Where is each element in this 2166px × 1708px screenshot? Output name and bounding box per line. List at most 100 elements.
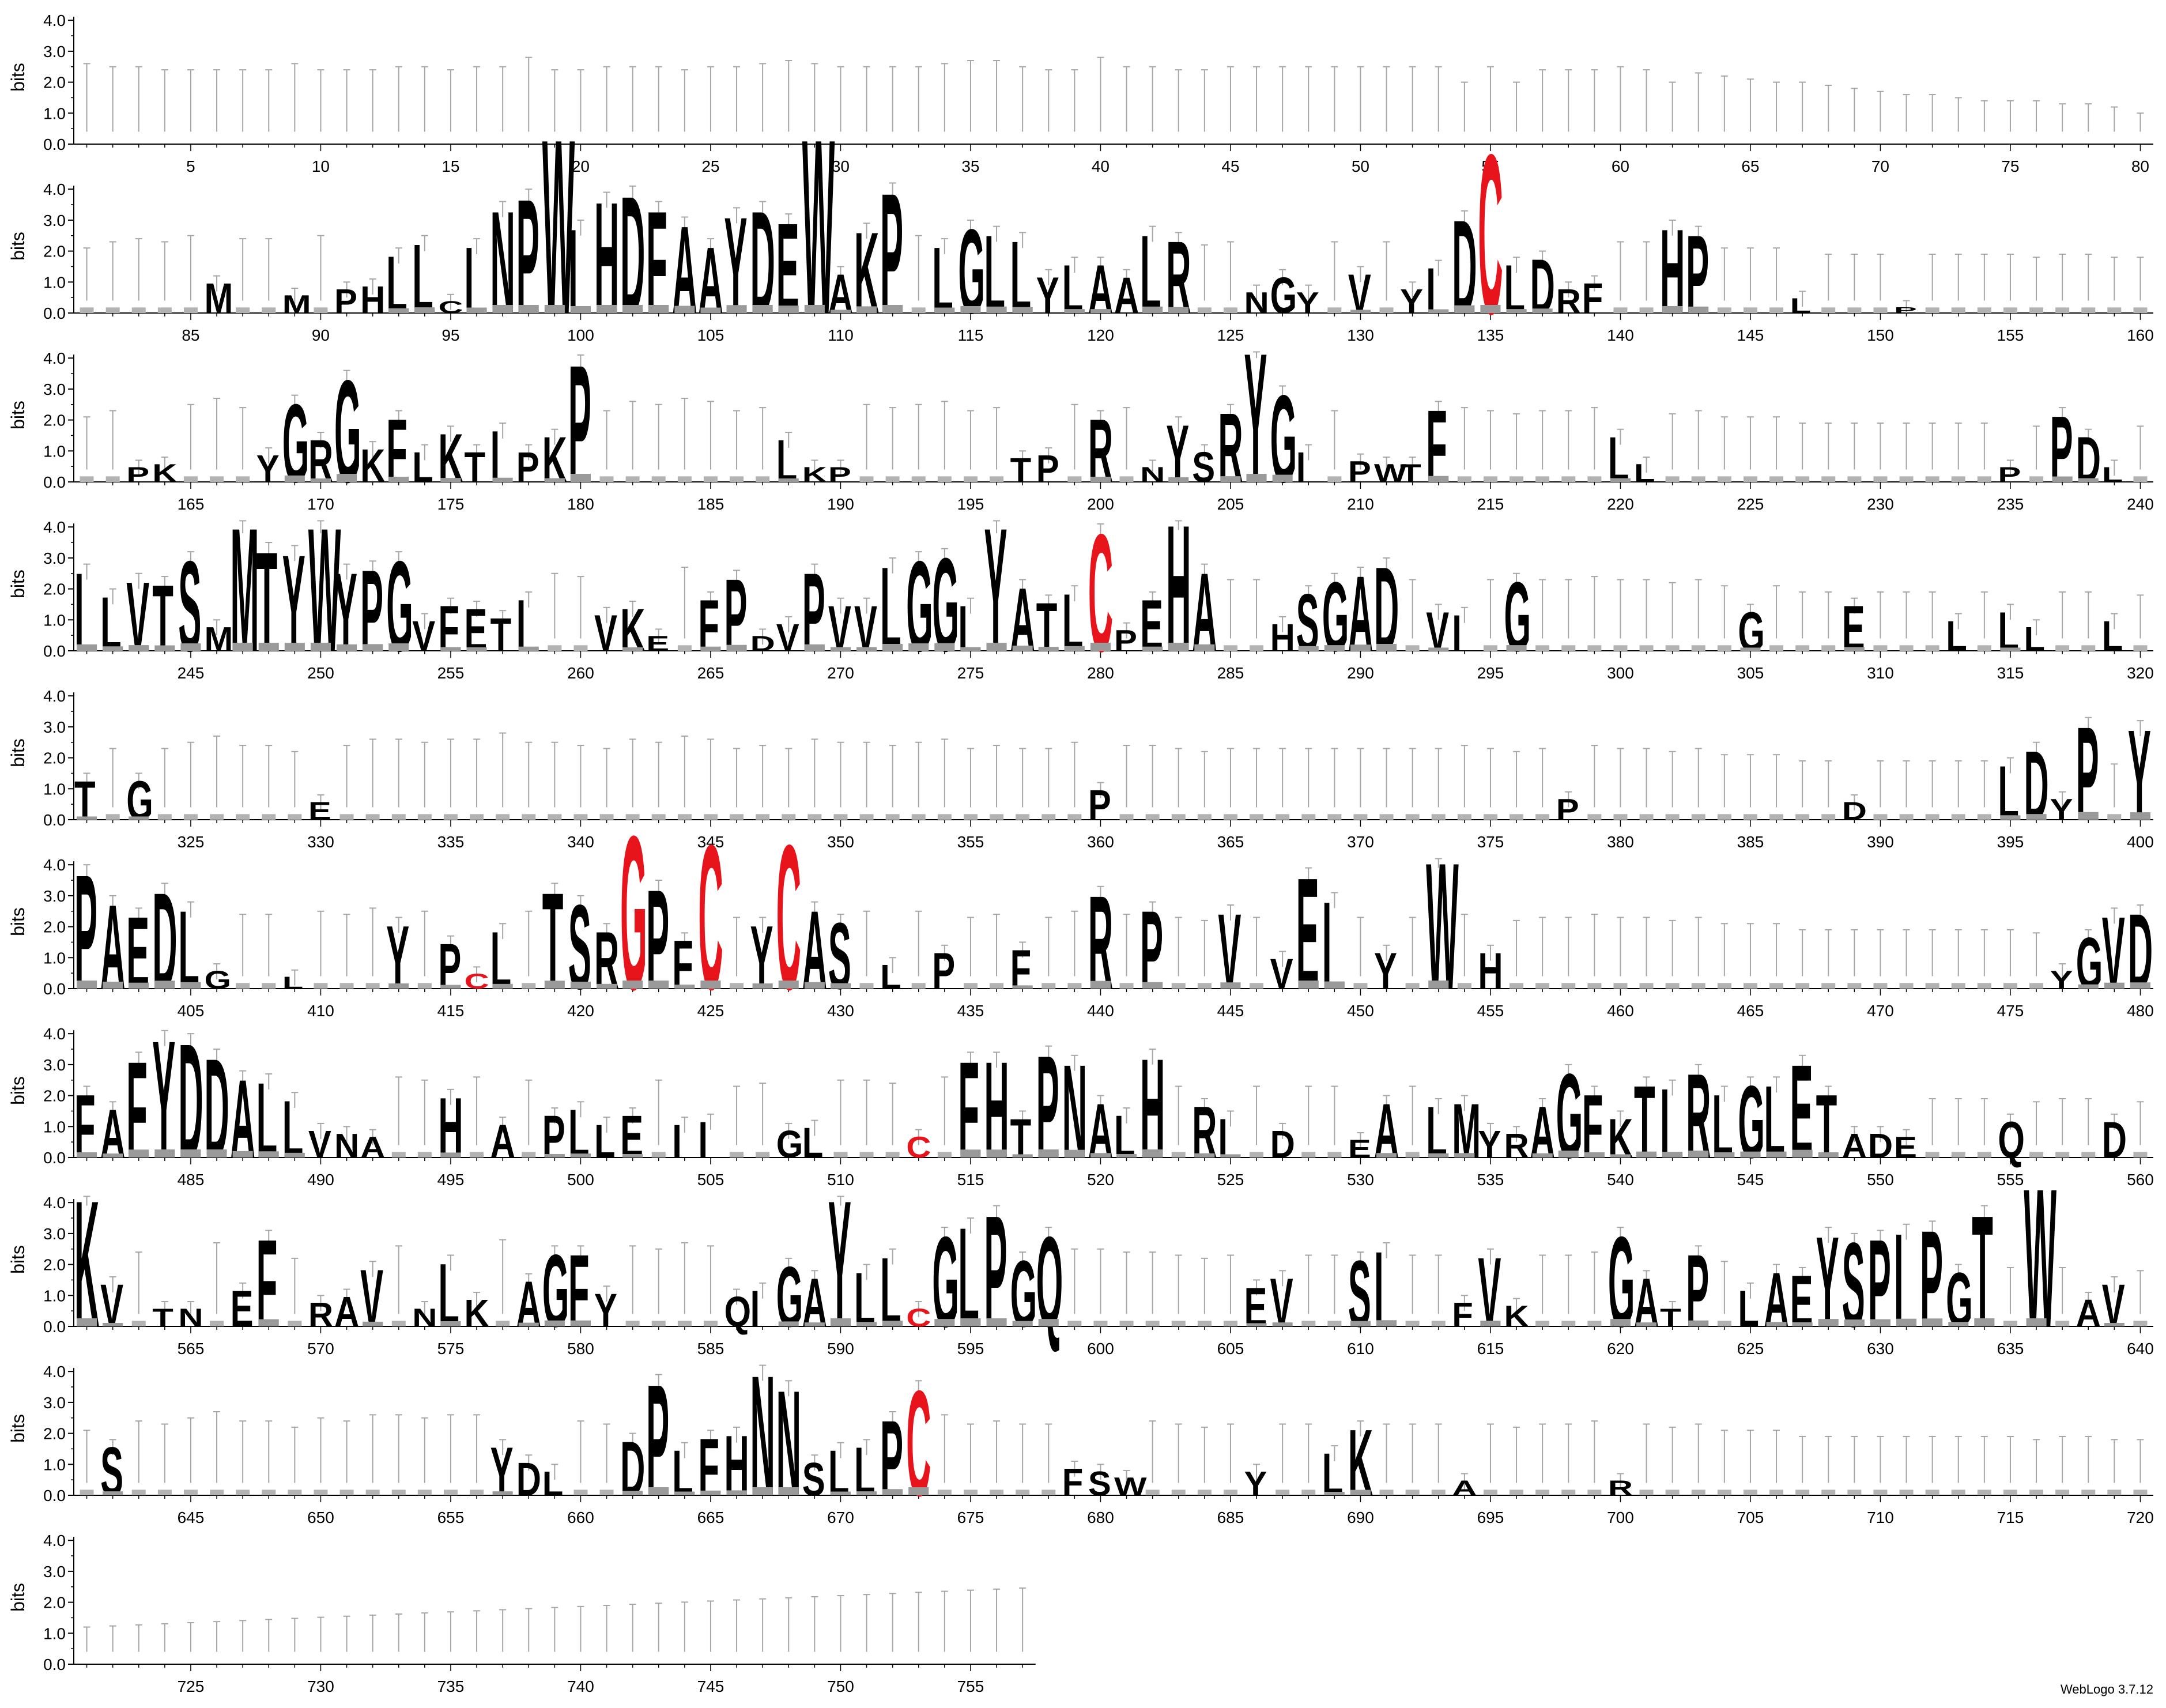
minor-residue-stack <box>597 305 617 313</box>
minor-residue-stack <box>1821 1490 1836 1495</box>
residue-letter: D <box>1374 542 1399 677</box>
minor-residue-stack <box>466 307 487 313</box>
minor-residue-stack <box>1532 308 1553 313</box>
minor-residue-stack <box>1587 814 1602 820</box>
residue-letter: Y <box>282 526 305 680</box>
x-tick-label: 695 <box>1477 1509 1504 1526</box>
residue-letter: G <box>1738 601 1765 663</box>
residue-letter: V <box>1478 1238 1501 1348</box>
minor-residue-stack <box>337 474 357 482</box>
residue-letter: T <box>74 770 96 832</box>
residue-letter: H <box>1166 488 1191 689</box>
minor-residue-stack <box>651 1152 666 1157</box>
y-tick-label: 3.0 <box>43 1394 66 1412</box>
x-tick-label: 450 <box>1347 1002 1374 1020</box>
residue-letter: A <box>1634 1265 1659 1342</box>
minor-residue-stack <box>492 1491 513 1495</box>
residue-letter: L <box>880 542 901 677</box>
y-tick-label: 1.0 <box>43 104 66 122</box>
minor-residue-stack <box>937 1490 952 1495</box>
minor-residue-stack <box>363 644 383 651</box>
minor-residue-stack <box>911 476 926 482</box>
minor-residue-stack <box>1795 983 1810 989</box>
residue-letter: M <box>282 290 311 319</box>
residue-letter: R <box>1608 1476 1633 1500</box>
minor-residue-stack <box>1168 307 1189 313</box>
minor-residue-stack <box>700 981 721 989</box>
residue-letter: P <box>828 462 851 487</box>
residue-letter: F <box>74 1077 96 1177</box>
residue-letter: A <box>231 1057 255 1182</box>
minor-residue-stack <box>391 814 406 820</box>
x-tick-label: 715 <box>1997 1509 2024 1526</box>
residue-letter: L <box>828 1438 850 1510</box>
residue-letter: Y <box>2128 703 2151 847</box>
minor-residue-stack <box>1090 643 1111 651</box>
y-tick-label: 0.0 <box>43 1149 66 1167</box>
minor-residue-stack <box>129 1149 149 1157</box>
minor-residue-stack <box>1483 476 1497 482</box>
minor-residue-stack <box>1587 1490 1602 1495</box>
minor-residue-stack <box>1587 645 1602 651</box>
residue-letter: E <box>1348 1134 1371 1163</box>
residue-letter: V <box>100 1273 123 1340</box>
logo-row: 0.0 1.0 2.0 3.0 4.0 bits 645 650 655 660 665 670 675… <box>7 1340 2154 1532</box>
weblogo-version-label: WebLogo 3.7.12 <box>2060 1682 2153 1696</box>
x-tick-label: 410 <box>307 1002 334 1020</box>
minor-residue-stack <box>625 476 640 482</box>
residue-letter: F <box>568 1234 590 1349</box>
minor-residue-stack <box>1743 1490 1757 1495</box>
residue-letter: H <box>360 278 385 322</box>
x-tick-label: 555 <box>1997 1171 2024 1189</box>
residue-letter: A <box>100 1096 125 1173</box>
minor-residue-stack <box>262 983 276 989</box>
residue-letter: A <box>100 880 125 1015</box>
minor-residue-stack <box>1250 1152 1264 1157</box>
x-tick-label: 80 <box>2131 157 2149 175</box>
residue-letter: T <box>256 522 278 681</box>
x-tick-label: 290 <box>1347 664 1374 682</box>
minor-residue-stack <box>232 643 253 651</box>
x-tick-label: 305 <box>1737 664 1764 682</box>
minor-residue-stack <box>1691 814 1705 820</box>
residue-letter: I <box>750 1280 760 1338</box>
logo-row: 0.0 1.0 2.0 3.0 4.0 bits 325 330 335 340 345 350 355… <box>7 687 2154 851</box>
minor-residue-stack <box>1639 814 1654 820</box>
minor-residue-stack <box>1795 476 1810 482</box>
minor-residue-stack <box>103 1153 123 1157</box>
minor-residue-stack <box>1168 477 1189 482</box>
minor-residue-stack <box>1821 814 1836 820</box>
y-tick-label: 3.0 <box>43 887 66 905</box>
residue-letter: Y <box>1244 1464 1267 1503</box>
minor-residue-stack <box>1119 1321 1134 1326</box>
residue-letter: Y <box>152 1006 175 1194</box>
residue-letter: E <box>1790 1261 1813 1343</box>
minor-residue-stack <box>1038 647 1059 651</box>
minor-residue-stack <box>1899 814 1914 820</box>
minor-residue-stack <box>1197 1321 1212 1326</box>
x-tick-label: 90 <box>312 326 330 344</box>
residue-letter: E <box>1790 1037 1813 1186</box>
x-tick-label: 125 <box>1217 326 1244 344</box>
minor-residue-stack <box>1977 645 1991 651</box>
x-tick-label: 40 <box>1092 157 1110 175</box>
y-tick-label: 4.0 <box>43 12 66 29</box>
x-tick-label: 150 <box>1867 326 1894 344</box>
minor-residue-stack <box>1665 476 1680 482</box>
minor-residue-stack <box>1818 1152 1839 1157</box>
minor-residue-stack <box>1769 1490 1784 1495</box>
x-tick-label: 145 <box>1737 326 1764 344</box>
residue-letter: L <box>1114 1104 1135 1171</box>
minor-residue-stack <box>77 1152 97 1157</box>
minor-residue-stack <box>183 307 198 313</box>
logo-row: 0.0 1.0 2.0 3.0 4.0 bits 565 570 575 580 585 590 595… <box>7 1148 2154 1369</box>
minor-residue-stack <box>674 306 695 313</box>
minor-residue-stack <box>440 478 461 482</box>
residue-letter: Q <box>724 1288 752 1336</box>
minor-residue-stack <box>417 983 432 989</box>
residue-letter: P <box>126 462 149 487</box>
minor-residue-stack <box>986 306 1007 313</box>
y-tick-label: 0.0 <box>43 811 66 829</box>
x-tick-label: 465 <box>1737 1002 1764 1020</box>
minor-residue-stack <box>440 647 461 651</box>
